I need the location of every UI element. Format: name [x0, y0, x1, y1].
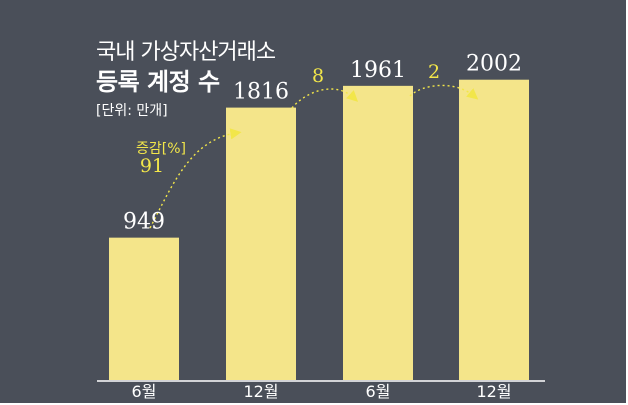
category-label-4: 12월	[476, 382, 511, 401]
bar-3	[343, 85, 413, 380]
change-value-3: 2	[428, 61, 440, 83]
value-label-2: 1816	[233, 80, 289, 105]
value-label-1: 949	[123, 210, 165, 235]
value-label-4: 2002	[466, 52, 522, 77]
category-label-2: 12월	[243, 382, 278, 401]
unit-label: [단위: 만개]	[96, 103, 168, 119]
bar-1	[109, 237, 179, 380]
change-arrow-2	[291, 88, 359, 109]
change-arrow-1	[149, 128, 242, 229]
change-value-2: 8	[312, 65, 324, 87]
bar-2	[226, 107, 296, 380]
change-arrow-3	[409, 84, 479, 100]
category-label-3: 6월	[366, 382, 391, 401]
change-value-1: 91	[140, 155, 164, 177]
category-label-1: 6월	[132, 382, 157, 401]
bar-4	[459, 79, 529, 380]
change-label: 증감[%]	[136, 141, 186, 157]
value-label-3: 1961	[350, 58, 406, 83]
chart-title: 국내 가상자산거래소	[96, 40, 276, 65]
chart-subtitle: 등록 계정 수	[96, 68, 220, 96]
